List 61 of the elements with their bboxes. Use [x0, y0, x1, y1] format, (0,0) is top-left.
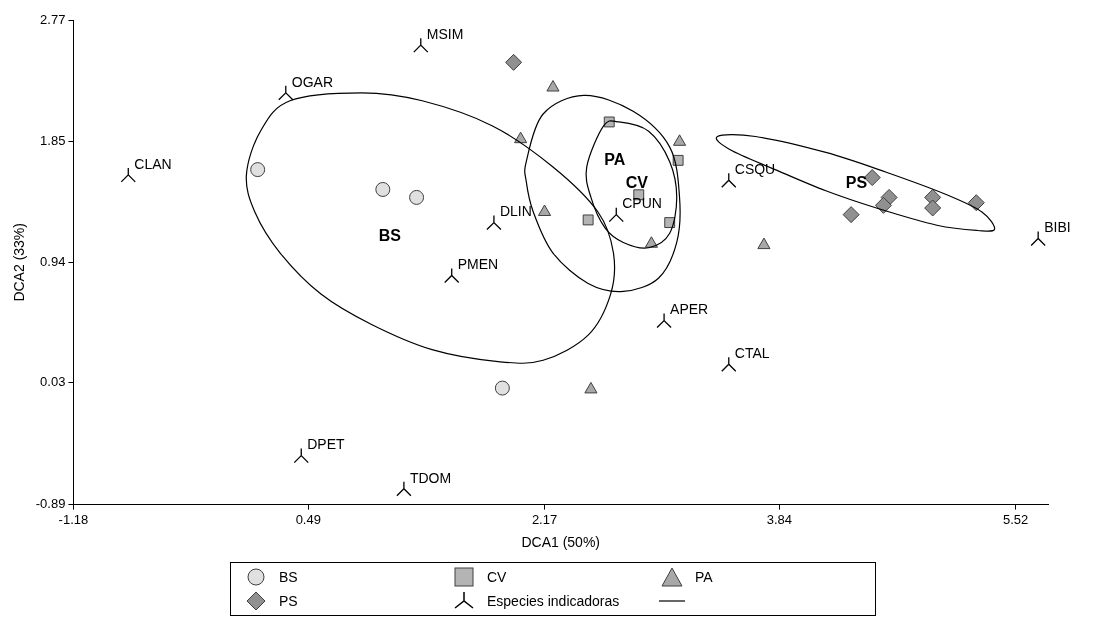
legend-label: BS	[279, 569, 298, 585]
y-axis-title: DCA2 (33%)	[11, 223, 28, 302]
point	[546, 80, 560, 92]
point	[444, 267, 460, 284]
point	[413, 37, 429, 53]
point	[656, 312, 672, 329]
annotation: PA	[604, 150, 626, 168]
y-tick-label: 0.03	[40, 374, 66, 390]
annotation: PS	[845, 173, 868, 191]
point	[874, 196, 892, 214]
x-tick-label: 5.52	[1003, 511, 1029, 527]
x-axis-title: DCA1 (50%)	[521, 534, 601, 551]
x-tick-label: 3.84	[766, 511, 793, 527]
x-tick-label: 0.49	[295, 511, 321, 527]
legend-label: PS	[279, 593, 298, 609]
legend-label: Especies indicadoras	[487, 593, 620, 609]
point	[514, 131, 528, 144]
data-label: OGAR	[291, 73, 334, 90]
point	[672, 134, 687, 146]
annotation: BS	[378, 226, 402, 244]
data-label: APER	[670, 301, 709, 318]
point	[486, 214, 502, 231]
data-label: BIBI	[1044, 219, 1071, 236]
x-tick-label: -1.18	[58, 511, 89, 527]
point	[250, 162, 266, 178]
point	[494, 380, 510, 396]
data-label: PMEN	[457, 256, 499, 273]
data-label: CPUN	[622, 195, 662, 212]
data-label: CLAN	[134, 155, 172, 172]
point	[396, 481, 412, 497]
point	[505, 53, 523, 71]
point	[120, 167, 136, 183]
legend-label: CV	[487, 569, 507, 585]
point	[842, 206, 860, 224]
point	[757, 237, 771, 250]
data-label: DPET	[307, 436, 346, 453]
point	[721, 356, 737, 372]
point	[1030, 230, 1046, 247]
data-label: CTAL	[734, 345, 770, 362]
data-label: TDOM	[409, 469, 452, 486]
data-label: DLIN	[499, 203, 532, 220]
y-tick-label: 0.94	[40, 253, 66, 269]
point	[537, 204, 552, 216]
point	[721, 172, 737, 188]
point	[924, 199, 942, 217]
point	[608, 206, 624, 223]
y-tick-label: 2.77	[40, 11, 66, 27]
y-tick-label: 1.85	[40, 133, 66, 149]
legend-label: PA	[695, 569, 713, 585]
point	[293, 447, 309, 464]
point	[409, 189, 425, 205]
data-label: MSIM	[426, 26, 464, 43]
point	[375, 181, 391, 197]
point	[584, 381, 598, 394]
data-label: CSQU	[734, 161, 776, 178]
y-tick-label: -0.89	[35, 496, 66, 512]
point	[278, 85, 294, 101]
point	[967, 194, 985, 212]
annotation: CV	[625, 174, 649, 192]
point	[582, 214, 594, 226]
x-tick-label: 2.17	[531, 511, 558, 527]
